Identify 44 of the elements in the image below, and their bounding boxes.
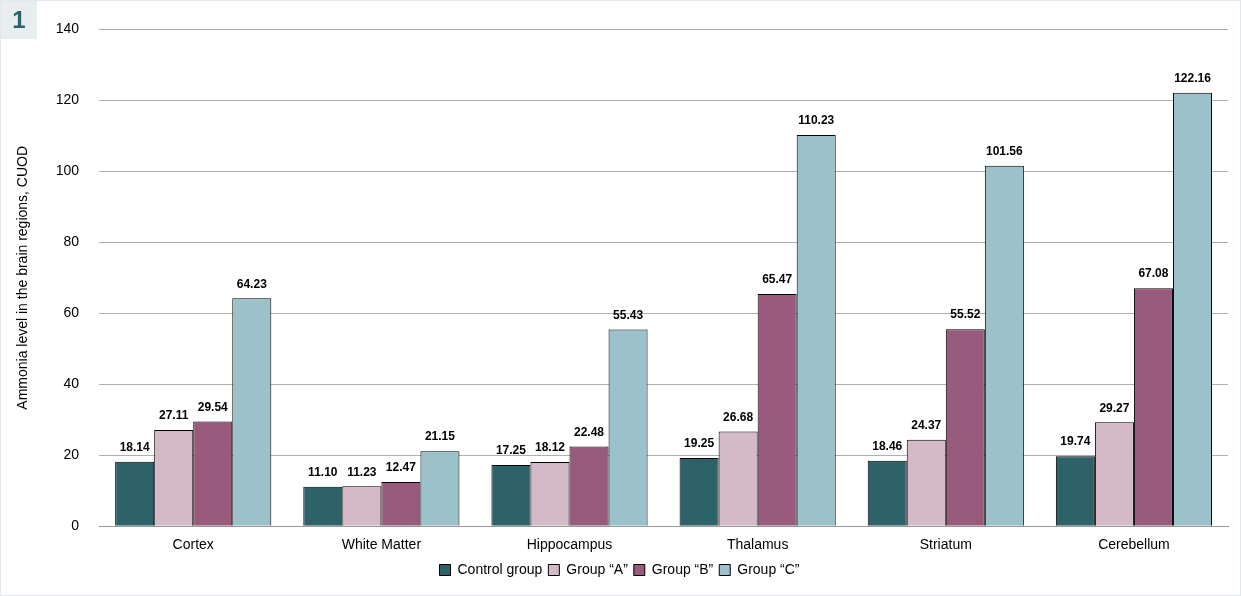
y-tick-label: 100 [55, 162, 80, 179]
data-label: 101.56 [986, 144, 1024, 159]
legend-label: Group “C” [737, 560, 800, 577]
data-label: 27.11 [159, 408, 189, 423]
data-label: 55.52 [950, 307, 981, 322]
data-label: 18.12 [534, 440, 566, 455]
y-tick-label: 120 [55, 91, 80, 108]
x-tick-label: Cerebellum [1098, 536, 1170, 553]
y-tick-label: 140 [55, 20, 80, 37]
data-label: 65.47 [762, 272, 793, 287]
y-tick-label: 0 [71, 517, 80, 534]
data-label: 67.08 [1138, 266, 1169, 281]
y-tick-label: 80 [63, 233, 80, 250]
legend-label: Group “B” [651, 560, 714, 577]
data-label: 24.37 [911, 418, 942, 433]
data-label: 18.46 [872, 439, 903, 454]
x-tick-label: Cortex [172, 536, 214, 553]
data-label: 29.54 [197, 399, 229, 414]
data-label: 122.16 [1174, 71, 1212, 86]
data-label: 19.74 [1060, 434, 1091, 449]
data-label: 55.43 [613, 307, 644, 322]
data-label: 11.10 [308, 465, 338, 480]
data-label: 17.25 [495, 443, 527, 458]
y-tick-label: 40 [63, 375, 80, 392]
y-tick-label: 20 [63, 446, 80, 463]
x-tick-label: Striatum [919, 536, 972, 553]
x-tick-label: Thalamus [726, 536, 789, 553]
data-label: 11.23 [347, 464, 377, 479]
data-label: 22.48 [574, 424, 605, 439]
x-tick-label: Hippocampus [526, 536, 613, 553]
data-label: 21.15 [424, 429, 456, 444]
data-label: 29.27 [1099, 400, 1130, 415]
legend-label: Group “A” [566, 560, 629, 577]
data-label: 12.47 [385, 460, 417, 475]
data-label: 18.14 [119, 440, 151, 455]
data-label: 110.23 [798, 113, 835, 128]
text: 1 [1, 1, 37, 39]
y-axis-title: Ammonia level in the brain regions, CUOD [14, 145, 31, 410]
data-label: 64.23 [236, 276, 268, 291]
y-tick-label: 60 [63, 304, 80, 321]
data-label: 19.25 [684, 436, 715, 451]
data-label: 26.68 [723, 409, 754, 424]
x-tick-label: White Matter [341, 536, 422, 553]
legend-label: Control group [457, 560, 543, 577]
